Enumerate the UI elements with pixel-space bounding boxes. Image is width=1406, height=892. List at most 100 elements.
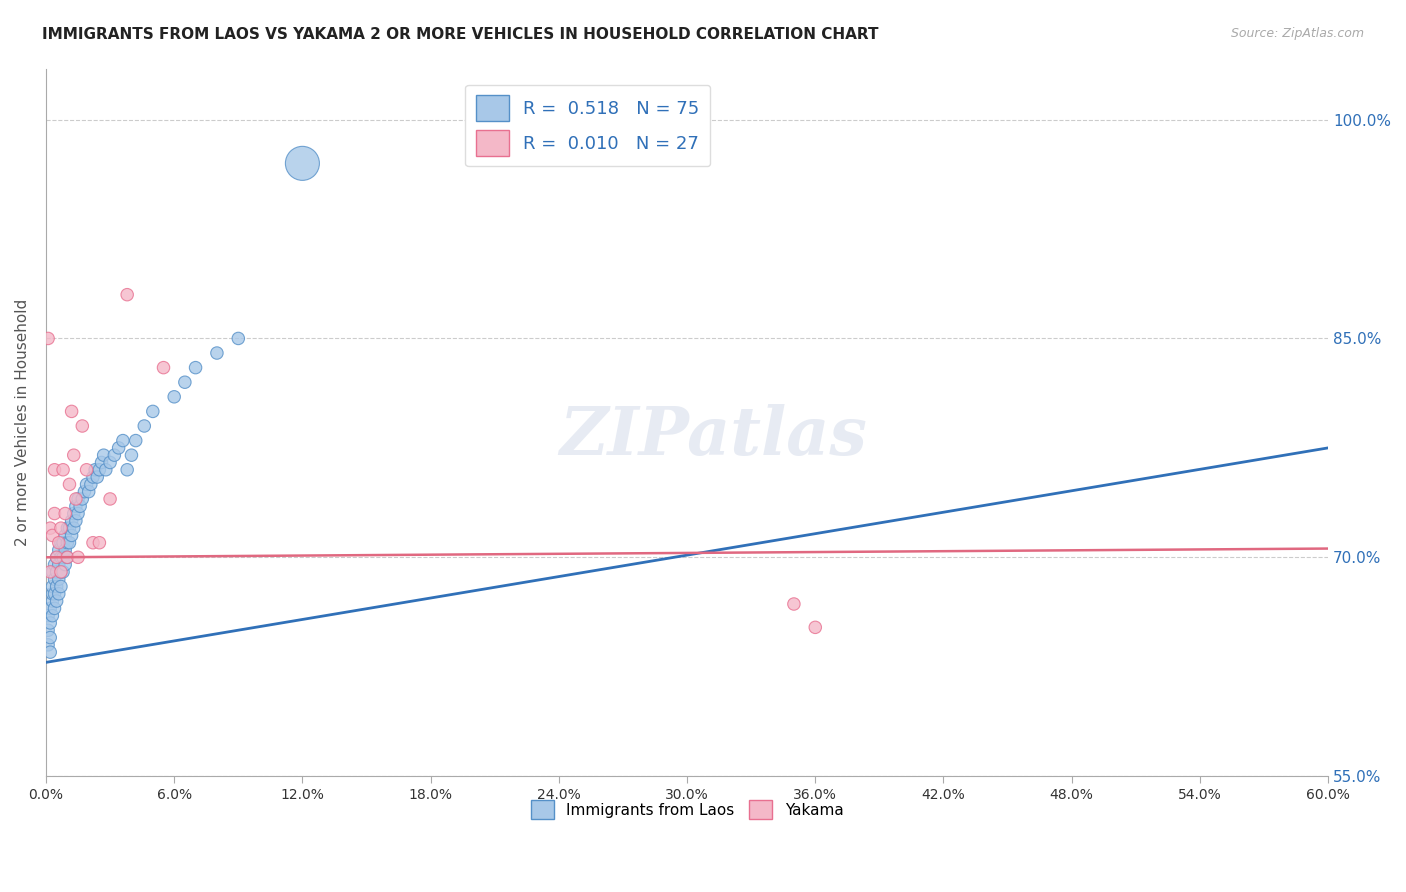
Point [45,550,67,565]
Point [291,156,314,170]
Point [76,463,98,477]
Point [49,565,72,579]
Point [98,455,121,469]
Point [52,565,75,579]
Point [72,419,94,434]
Point [49,565,72,579]
Point [65,514,87,528]
Point [80,477,103,491]
Point [45,594,67,608]
Point [72,491,94,506]
Legend: Immigrants from Laos, Yakama: Immigrants from Laos, Yakama [524,794,849,825]
Point [56,550,79,565]
Point [163,390,186,404]
Point [66,507,89,521]
Point [56,521,79,535]
Point [58,535,80,549]
Point [86,470,108,484]
Point [73,484,96,499]
Point [58,477,80,491]
Point [69,500,91,514]
Point [94,463,117,477]
Point [39,521,62,535]
Point [45,550,67,565]
Point [52,535,75,549]
Point [90,455,112,469]
Point [39,615,62,630]
Point [44,507,66,521]
Point [60,528,83,542]
Point [115,463,138,477]
Y-axis label: 2 or more Vehicles in Household: 2 or more Vehicles in Household [15,299,30,546]
Text: ZIPatlas: ZIPatlas [558,404,866,469]
Point [783,597,806,611]
Point [66,550,89,565]
Point [49,521,72,535]
Point [134,419,156,434]
Point [41,587,63,601]
Point [52,463,75,477]
Point [41,608,63,623]
Point [48,543,70,558]
Point [804,620,827,634]
Point [49,580,72,594]
Point [65,500,87,514]
Point [89,463,111,477]
Text: IMMIGRANTS FROM LAOS VS YAKAMA 2 OR MORE VEHICLES IN HOUSEHOLD CORRELATION CHART: IMMIGRANTS FROM LAOS VS YAKAMA 2 OR MORE… [42,27,879,42]
Point [41,594,63,608]
Point [82,470,104,484]
Point [82,535,104,549]
Point [41,580,63,594]
Point [58,521,80,535]
Point [152,360,174,375]
Point [103,448,125,462]
Point [41,528,63,542]
Point [84,463,107,477]
Point [48,535,70,549]
Point [39,601,62,615]
Point [53,543,76,558]
Point [39,565,62,579]
Point [65,491,87,506]
Point [44,572,66,586]
Point [49,550,72,565]
Point [39,645,62,659]
Point [62,507,84,521]
Point [52,550,75,565]
Point [48,572,70,586]
Point [89,535,111,549]
Point [77,484,100,499]
Point [98,491,121,506]
Point [62,521,84,535]
Point [173,375,195,389]
Point [76,477,98,491]
Point [45,580,67,594]
Point [107,441,129,455]
Point [111,434,134,448]
Point [37,331,59,345]
Text: Source: ZipAtlas.com: Source: ZipAtlas.com [1230,27,1364,40]
Point [48,587,70,601]
Point [60,514,83,528]
Point [115,287,138,301]
Point [66,491,89,506]
Point [93,448,115,462]
Point [45,565,67,579]
Point [205,346,228,360]
Point [44,601,66,615]
Point [37,608,59,623]
Point [56,550,79,565]
Point [49,535,72,549]
Point [37,624,59,638]
Point [41,565,63,579]
Point [62,448,84,462]
Point [44,587,66,601]
Point [39,631,62,645]
Point [48,558,70,572]
Point [226,331,249,345]
Point [53,528,76,542]
Point [142,404,165,418]
Point [53,558,76,572]
Point [53,507,76,521]
Point [60,404,83,418]
